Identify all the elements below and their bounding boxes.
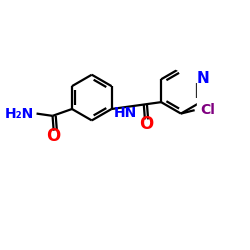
- Text: N: N: [196, 71, 209, 86]
- Text: O: O: [139, 116, 154, 134]
- Text: O: O: [46, 127, 61, 145]
- Text: HN: HN: [114, 106, 137, 120]
- Text: Cl: Cl: [200, 103, 215, 117]
- Text: H₂N: H₂N: [4, 106, 34, 120]
